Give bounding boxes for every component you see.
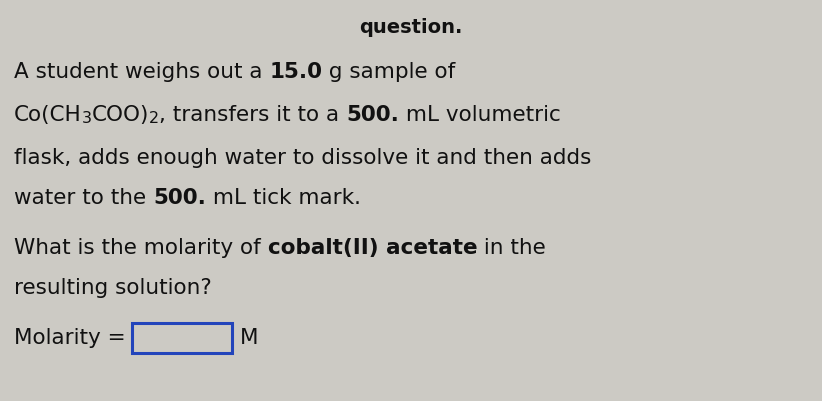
FancyBboxPatch shape [132, 323, 232, 353]
Text: cobalt(II) acetate: cobalt(II) acetate [268, 237, 478, 257]
Text: Molarity =: Molarity = [14, 327, 126, 347]
Text: water to the: water to the [14, 188, 153, 207]
Text: Co(CH: Co(CH [14, 105, 81, 125]
Text: A student weighs out a: A student weighs out a [14, 62, 270, 82]
Text: in the: in the [478, 237, 546, 257]
Text: COO): COO) [92, 105, 149, 125]
Text: What is the molarity of: What is the molarity of [14, 237, 268, 257]
Text: 500.: 500. [153, 188, 206, 207]
Text: 2: 2 [149, 111, 159, 126]
Text: 15.0: 15.0 [270, 62, 322, 82]
Text: 3: 3 [81, 111, 92, 126]
Text: M: M [240, 327, 258, 347]
Text: 500.: 500. [346, 105, 399, 125]
Text: g sample of: g sample of [322, 62, 455, 82]
Text: question.: question. [359, 18, 463, 37]
Text: mL volumetric: mL volumetric [399, 105, 561, 125]
Text: mL tick mark.: mL tick mark. [206, 188, 361, 207]
Text: flask, adds enough water to dissolve it and then adds: flask, adds enough water to dissolve it … [14, 148, 591, 168]
Text: , transfers it to a: , transfers it to a [159, 105, 346, 125]
Text: resulting solution?: resulting solution? [14, 277, 212, 297]
